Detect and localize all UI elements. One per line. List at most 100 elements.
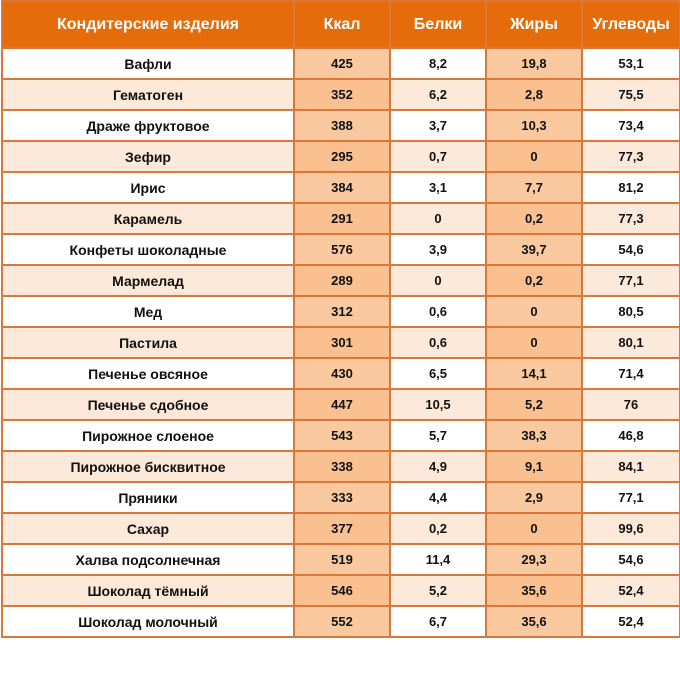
value-cell: 384 <box>293 171 391 204</box>
value-cell: 52,4 <box>581 574 680 607</box>
value-cell: 301 <box>293 326 391 359</box>
value-cell: 6,5 <box>389 357 487 390</box>
product-name: Сахар <box>1 512 295 545</box>
value-cell: 338 <box>293 450 391 483</box>
product-name: Шоколад тёмный <box>1 574 295 607</box>
table-body: Вафли 425 8,2 19,8 53,1 Гематоген 352 6,2 2,8 75,… <box>1 47 680 638</box>
value-cell: 333 <box>293 481 391 514</box>
value-cell: 99,6 <box>581 512 680 545</box>
product-name: Пирожное бисквитное <box>1 450 295 483</box>
value-cell: 2,8 <box>485 78 583 111</box>
value-cell: 0 <box>485 295 583 328</box>
product-name: Драже фруктовое <box>1 109 295 142</box>
table-row: Мед 312 0,6 0 80,5 <box>1 295 680 328</box>
value-cell: 19,8 <box>485 47 583 80</box>
value-cell: 388 <box>293 109 391 142</box>
table-row: Сахар 377 0,2 0 99,6 <box>1 512 680 545</box>
value-cell: 576 <box>293 233 391 266</box>
value-cell: 3,7 <box>389 109 487 142</box>
value-cell: 0,6 <box>389 295 487 328</box>
value-cell: 4,4 <box>389 481 487 514</box>
header-cell: Углеводы <box>581 0 680 49</box>
value-cell: 0,6 <box>389 326 487 359</box>
table-row: Зефир 295 0,7 0 77,3 <box>1 140 680 173</box>
value-cell: 425 <box>293 47 391 80</box>
value-cell: 0,2 <box>389 512 487 545</box>
product-name: Пирожное слоеное <box>1 419 295 452</box>
value-cell: 9,1 <box>485 450 583 483</box>
value-cell: 11,4 <box>389 543 487 576</box>
value-cell: 39,7 <box>485 233 583 266</box>
table-row: Пастила 301 0,6 0 80,1 <box>1 326 680 359</box>
value-cell: 77,3 <box>581 140 680 173</box>
value-cell: 75,5 <box>581 78 680 111</box>
value-cell: 73,4 <box>581 109 680 142</box>
table-row: Халва подсолнечная 519 11,4 29,3 54,6 <box>1 543 680 576</box>
value-cell: 0 <box>485 140 583 173</box>
value-cell: 54,6 <box>581 543 680 576</box>
table-row: Драже фруктовое 388 3,7 10,3 73,4 <box>1 109 680 142</box>
value-cell: 6,7 <box>389 605 487 638</box>
value-cell: 0,2 <box>485 264 583 297</box>
product-name: Халва подсолнечная <box>1 543 295 576</box>
header-cell: Белки <box>389 0 487 49</box>
value-cell: 76 <box>581 388 680 421</box>
table-row: Карамель 291 0 0,2 77,3 <box>1 202 680 235</box>
product-name: Мармелад <box>1 264 295 297</box>
value-cell: 35,6 <box>485 605 583 638</box>
value-cell: 543 <box>293 419 391 452</box>
product-name: Вафли <box>1 47 295 80</box>
header-cell: Кондитерские изделия <box>1 0 295 49</box>
value-cell: 80,5 <box>581 295 680 328</box>
value-cell: 46,8 <box>581 419 680 452</box>
value-cell: 5,2 <box>389 574 487 607</box>
value-cell: 291 <box>293 202 391 235</box>
product-name: Конфеты шоколадные <box>1 233 295 266</box>
value-cell: 38,3 <box>485 419 583 452</box>
value-cell: 53,1 <box>581 47 680 80</box>
table-row: Гематоген 352 6,2 2,8 75,5 <box>1 78 680 111</box>
value-cell: 546 <box>293 574 391 607</box>
value-cell: 80,1 <box>581 326 680 359</box>
product-name: Пастила <box>1 326 295 359</box>
table-row: Конфеты шоколадные 576 3,9 39,7 54,6 <box>1 233 680 266</box>
product-name: Зефир <box>1 140 295 173</box>
value-cell: 377 <box>293 512 391 545</box>
value-cell: 295 <box>293 140 391 173</box>
value-cell: 3,1 <box>389 171 487 204</box>
value-cell: 552 <box>293 605 391 638</box>
table-row: Вафли 425 8,2 19,8 53,1 <box>1 47 680 80</box>
value-cell: 8,2 <box>389 47 487 80</box>
table-row: Шоколад молочный 552 6,7 35,6 52,4 <box>1 605 680 638</box>
value-cell: 352 <box>293 78 391 111</box>
table-row: Печенье сдобное 447 10,5 5,2 76 <box>1 388 680 421</box>
value-cell: 10,3 <box>485 109 583 142</box>
value-cell: 29,3 <box>485 543 583 576</box>
value-cell: 77,3 <box>581 202 680 235</box>
value-cell: 4,9 <box>389 450 487 483</box>
value-cell: 2,9 <box>485 481 583 514</box>
value-cell: 0,7 <box>389 140 487 173</box>
header-cell: Ккал <box>293 0 391 49</box>
nutrition-table: Кондитерские изделия Ккал Белки Жиры Углевод… <box>1 0 680 638</box>
value-cell: 81,2 <box>581 171 680 204</box>
value-cell: 289 <box>293 264 391 297</box>
product-name: Ирис <box>1 171 295 204</box>
value-cell: 52,4 <box>581 605 680 638</box>
value-cell: 14,1 <box>485 357 583 390</box>
value-cell: 430 <box>293 357 391 390</box>
table-row: Пирожное слоеное 543 5,7 38,3 46,8 <box>1 419 680 452</box>
value-cell: 0 <box>389 264 487 297</box>
table-row: Пирожное бисквитное 338 4,9 9,1 84,1 <box>1 450 680 483</box>
product-name: Карамель <box>1 202 295 235</box>
value-cell: 519 <box>293 543 391 576</box>
value-cell: 77,1 <box>581 481 680 514</box>
product-name: Шоколад молочный <box>1 605 295 638</box>
value-cell: 0 <box>485 326 583 359</box>
table-row: Пряники 333 4,4 2,9 77,1 <box>1 481 680 514</box>
product-name: Печенье сдобное <box>1 388 295 421</box>
product-name: Пряники <box>1 481 295 514</box>
value-cell: 0 <box>389 202 487 235</box>
value-cell: 5,2 <box>485 388 583 421</box>
